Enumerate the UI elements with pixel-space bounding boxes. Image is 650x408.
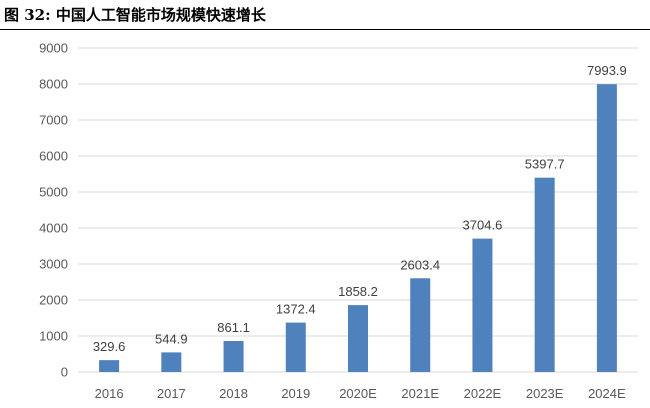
y-tick-label: 1000 — [39, 329, 68, 344]
data-label: 5397.7 — [525, 157, 565, 172]
y-tick-label: 0 — [61, 365, 68, 380]
data-label: 1372.4 — [276, 302, 316, 317]
x-tick-label: 2022E — [464, 386, 502, 401]
data-label: 1858.2 — [338, 284, 378, 299]
data-label: 861.1 — [217, 320, 250, 335]
data-label: 7993.9 — [587, 63, 627, 78]
x-tick-label: 2017 — [157, 386, 186, 401]
x-tick-label: 2024E — [588, 386, 626, 401]
y-tick-label: 9000 — [39, 41, 68, 56]
y-tick-label: 4000 — [39, 221, 68, 236]
bar-2021E — [410, 278, 431, 372]
bar-2018 — [223, 341, 244, 372]
bar-2020E — [348, 305, 368, 372]
y-tick-label: 7000 — [39, 113, 68, 128]
y-tick-label: 6000 — [39, 149, 68, 164]
x-tick-label: 2016 — [95, 386, 124, 401]
y-tick-label: 8000 — [39, 77, 68, 92]
bar-2023E — [534, 177, 555, 372]
data-label: 2603.4 — [400, 257, 440, 272]
labels: 0 1000 2000 3000 4000 5000 6000 7000 8000 9000 329… — [39, 41, 627, 402]
y-tick-label: 3000 — [39, 257, 68, 272]
title-rule — [0, 29, 650, 30]
x-tick-label: 2018 — [219, 386, 248, 401]
grid-lines — [78, 47, 638, 337]
x-tick-label: 2021E — [401, 386, 439, 401]
bar-2016 — [99, 360, 120, 372]
data-label: 544.9 — [155, 331, 188, 346]
y-tick-label: 2000 — [39, 293, 68, 308]
data-label: 3704.6 — [463, 218, 503, 233]
x-tick-label: 2019 — [281, 386, 310, 401]
bars — [99, 84, 617, 372]
y-tick-label: 5000 — [39, 185, 68, 200]
bar-2019 — [285, 322, 306, 372]
bar-2017 — [161, 352, 182, 372]
bar-2022E — [472, 238, 493, 372]
figure-title: 图 32: 中国人工智能市场规模快速增长 — [4, 6, 266, 24]
x-tick-label: 2020E — [339, 386, 377, 401]
bar-2024E — [596, 84, 617, 372]
x-tick-label: 2023E — [526, 386, 564, 401]
data-label: 329.6 — [93, 339, 126, 354]
